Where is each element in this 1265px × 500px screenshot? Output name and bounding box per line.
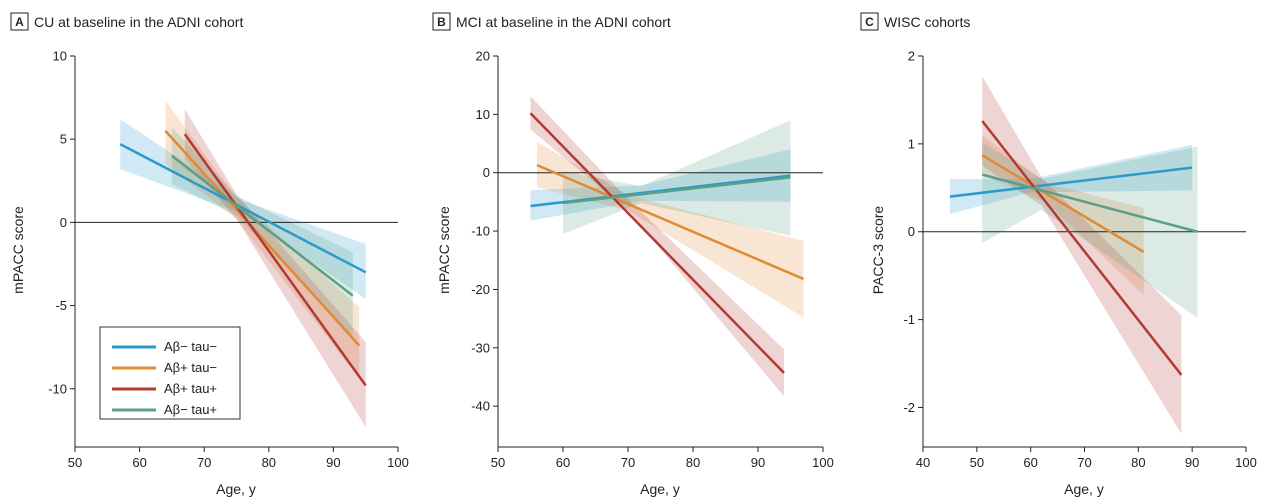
- panel-a-x-tick-label: 100: [387, 455, 409, 470]
- panel-c-title: WISC cohorts: [884, 14, 970, 30]
- panel-c-y-tick-label: 2: [908, 49, 915, 64]
- legend-item-ab-pos-tau-pos: Aβ+ tau+: [112, 381, 217, 396]
- panel-a-xlabel: Age, y: [216, 481, 256, 497]
- panel-b-line-ab-pos-tau-neg: [536, 163, 804, 281]
- panel-b-band-ab-neg-tau-neg: [530, 149, 791, 221]
- panel-c-y-tick-label: -1: [903, 312, 915, 327]
- legend: Aβ− tau− Aβ+ tau− Aβ+ tau+ Aβ− tau+: [99, 326, 241, 420]
- panel-b-band-ab-pos-tau-pos: [530, 96, 784, 397]
- panel-c-ylabel: PACC-3 score: [870, 206, 886, 295]
- panel-a-x-tick-label: 60: [132, 455, 146, 470]
- panel-c-band-ab-pos-tau-pos: [982, 76, 1182, 434]
- panel-c-y-tick-label: 1: [908, 136, 915, 151]
- panel-c-plot: 2 1 0 -1 -2 40 50 60 70 80 90 100: [903, 49, 1256, 471]
- panel-a-x-tick-label: 70: [197, 455, 211, 470]
- panel-a-letter-box: [10, 12, 29, 31]
- panel-a-x-tick-label: 90: [326, 455, 340, 470]
- panel-b-ylabel: mPACC score: [436, 206, 452, 294]
- panel-a-y-tick-label: -10: [48, 381, 67, 396]
- panel-b-band-ab-neg-tau-pos: [563, 120, 791, 236]
- panel-c: C WISC cohorts PACC-3 score Age, y 2 1 0 -1…: [860, 12, 1257, 497]
- panel-c-line-ab-neg-tau-pos: [981, 173, 1198, 233]
- panel-c-line-ab-neg-tau-neg: [949, 166, 1193, 198]
- panel-a-y-tick-label: 5: [60, 132, 67, 147]
- panel-b-x-tick-label: 80: [686, 455, 700, 470]
- panel-a-line-ab-pos-tau-neg: [164, 130, 361, 347]
- panel-a-y-tick-label: -5: [55, 298, 67, 313]
- legend-label-ab-pos-tau-pos: Aβ+ tau+: [164, 381, 217, 396]
- panel-c-letter-box: [860, 12, 879, 31]
- panel-c-xlabel: Age, y: [1064, 481, 1104, 497]
- panel-c-x-tick-label: 40: [916, 455, 930, 470]
- panel-b-line-ab-neg-tau-pos: [562, 176, 791, 205]
- panel-c-line-ab-pos-tau-pos: [981, 120, 1183, 376]
- panel-b-xlabel: Age, y: [640, 481, 680, 497]
- legend-label-ab-neg-tau-pos: Aβ− tau+: [164, 402, 217, 417]
- panel-c-band-ab-neg-tau-neg: [949, 144, 1193, 215]
- panel-b-x-tick-label: 100: [812, 455, 834, 470]
- panel-b-x-tick-label: 90: [751, 455, 765, 470]
- legend-label-ab-neg-tau-neg: Aβ− tau−: [164, 339, 217, 354]
- panel-a: A CU at baseline in the ADNI cohort mPAC…: [10, 12, 409, 497]
- panel-c-x-tick-label: 90: [1185, 455, 1199, 470]
- panel-a-letter: A: [15, 15, 24, 29]
- panel-c-x-tick-label: 50: [970, 455, 984, 470]
- legend-label-ab-pos-tau-neg: Aβ+ tau−: [164, 360, 217, 375]
- legend-item-ab-pos-tau-neg: Aβ+ tau−: [112, 360, 217, 375]
- legend-item-ab-neg-tau-pos: Aβ− tau+: [112, 402, 217, 417]
- panel-a-title: CU at baseline in the ADNI cohort: [34, 14, 243, 30]
- panel-a-line-ab-neg-tau-neg: [119, 143, 367, 274]
- panel-b-line-ab-pos-tau-pos: [529, 112, 785, 374]
- panel-b-y-tick-label: 20: [476, 49, 490, 64]
- panel-b-letter: B: [437, 15, 446, 29]
- panel-b-y-tick-label: -30: [471, 340, 490, 355]
- panel-c-letter: C: [865, 15, 874, 29]
- panel-b-x-tick-label: 50: [491, 455, 505, 470]
- panel-a-line-ab-neg-tau-pos: [171, 154, 354, 297]
- panel-b-y-tick-label: -40: [471, 399, 490, 414]
- panel-a-y-tick-label: 10: [53, 49, 67, 64]
- panel-c-x-tick-label: 100: [1235, 455, 1257, 470]
- panel-b: B MCI at baseline in the ADNI cohort mPA…: [432, 12, 834, 497]
- panel-c-x-tick-label: 60: [1023, 455, 1037, 470]
- panel-b-title: MCI at baseline in the ADNI cohort: [456, 14, 671, 30]
- panel-b-y-tick-label: -10: [471, 224, 490, 239]
- panel-c-y-tick-label: -2: [903, 400, 915, 415]
- panel-b-y-tick-label: 10: [476, 107, 490, 122]
- panel-b-y-tick-label: 0: [483, 165, 490, 180]
- panel-b-y-tick-label: -20: [471, 282, 490, 297]
- panel-b-x-tick-label: 60: [556, 455, 570, 470]
- panel-c-x-tick-label: 70: [1077, 455, 1091, 470]
- panel-a-ylabel: mPACC score: [10, 206, 26, 294]
- panel-b-band-ab-pos-tau-neg: [537, 141, 804, 318]
- panel-b-letter-box: [432, 12, 451, 31]
- legend-item-ab-neg-tau-neg: Aβ− tau−: [112, 339, 217, 354]
- panel-c-x-tick-label: 80: [1131, 455, 1145, 470]
- legend-box: [99, 326, 241, 420]
- panel-c-y-tick-label: 0: [908, 224, 915, 239]
- panel-c-band-ab-pos-tau-neg: [982, 135, 1144, 295]
- panel-b-x-tick-label: 70: [621, 455, 635, 470]
- panel-a-x-tick-label: 50: [68, 455, 82, 470]
- panel-c-line-ab-pos-tau-neg: [981, 154, 1145, 254]
- panel-a-y-tick-label: 0: [60, 215, 67, 230]
- panel-a-x-tick-label: 80: [262, 455, 276, 470]
- panel-a-band-ab-pos-tau-pos: [184, 109, 366, 428]
- panel-a-line-ab-pos-tau-pos: [183, 133, 367, 387]
